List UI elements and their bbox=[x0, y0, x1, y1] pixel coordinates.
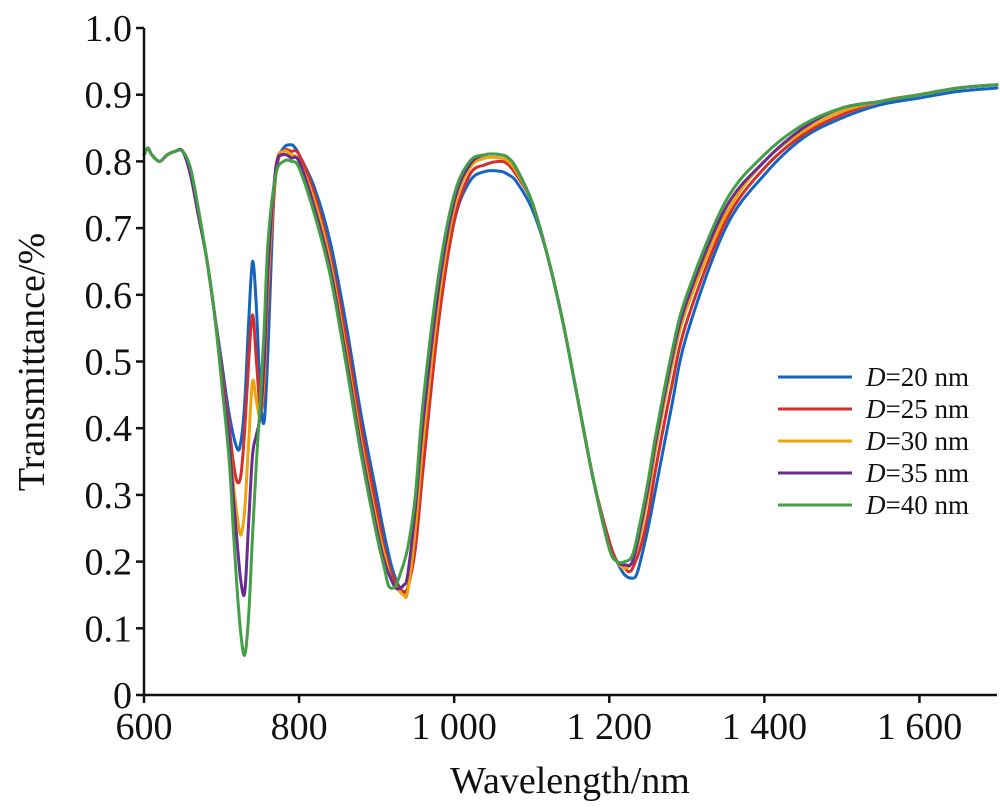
y-tick-label: 0 bbox=[113, 675, 132, 717]
y-tick-label: 0.8 bbox=[85, 141, 133, 183]
y-tick-label: 0.1 bbox=[85, 608, 133, 650]
y-axis-title: Transmittance/% bbox=[11, 233, 53, 491]
x-tick-label: 1 200 bbox=[567, 706, 653, 748]
legend-label: D=30 nm bbox=[865, 426, 969, 456]
series-line-4 bbox=[142, 83, 999, 658]
legend-label: D=35 nm bbox=[865, 458, 969, 488]
series-line-2 bbox=[142, 83, 999, 600]
x-axis-title: Wavelength/nm bbox=[450, 760, 690, 802]
ticks-layer: 0 0.1 0.2 0.3 0.4 0.5 0.6 0.7 0.8 0.9 1.0 600 800 1 0… bbox=[85, 8, 963, 748]
x-tick-label: 600 bbox=[116, 706, 173, 748]
legend: D=20 nmD=25 nmD=30 nmD=35 nmD=40 nm bbox=[778, 362, 969, 520]
y-tick-label: 1.0 bbox=[85, 8, 133, 50]
x-tick-label: 1 600 bbox=[877, 706, 963, 748]
x-tick-label: 1 400 bbox=[722, 706, 808, 748]
y-tick-label: 0.2 bbox=[85, 542, 133, 584]
y-tick-label: 0.6 bbox=[85, 275, 133, 317]
x-tick-label: 1 000 bbox=[411, 706, 497, 748]
legend-label: D=20 nm bbox=[865, 362, 969, 392]
series-layer bbox=[142, 83, 999, 658]
y-tick-label: 0.3 bbox=[85, 475, 133, 517]
y-tick-label: 0.7 bbox=[85, 208, 133, 250]
y-tick-label: 0.5 bbox=[85, 342, 133, 384]
y-tick-label: 0.9 bbox=[85, 75, 133, 117]
x-tick-label: 800 bbox=[271, 706, 328, 748]
y-tick-label: 0.4 bbox=[85, 408, 133, 450]
legend-label: D=40 nm bbox=[865, 490, 969, 520]
legend-label: D=25 nm bbox=[865, 394, 969, 424]
